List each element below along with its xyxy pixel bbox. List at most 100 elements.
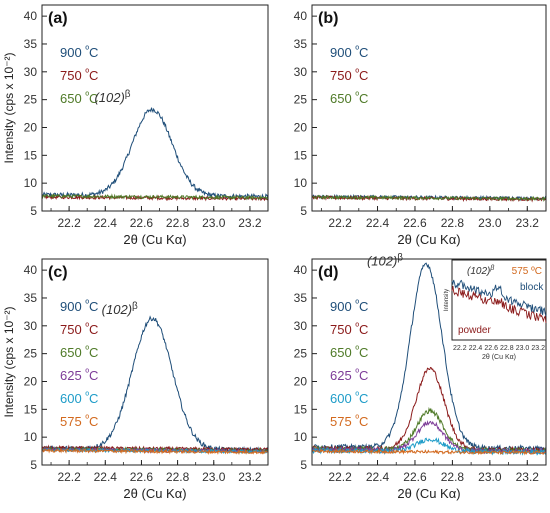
x-axis-label: 2θ (Cu Kα) bbox=[123, 232, 186, 247]
inset-series-powder bbox=[451, 286, 547, 324]
y-tick-label: 25 bbox=[24, 93, 38, 107]
x-tick-label: 22.6 bbox=[130, 470, 154, 484]
x-tick-label: 22.2 bbox=[57, 470, 81, 484]
y-tick-label: 30 bbox=[294, 65, 308, 79]
x-tick-label: 23.0 bbox=[202, 216, 226, 230]
legend-entry-750: 750 ºC bbox=[330, 322, 368, 337]
x-tick-label: 23.0 bbox=[202, 470, 226, 484]
y-tick-label: 30 bbox=[24, 65, 38, 79]
y-axis-label: Intensity (cps x 10⁻²) bbox=[2, 52, 16, 163]
legend-entry-650: 650 ºC bbox=[330, 91, 368, 106]
x-tick-label: 23.2 bbox=[238, 216, 262, 230]
inset-x-tick-label: 22.4 bbox=[469, 345, 483, 352]
x-tick-label: 23.0 bbox=[478, 216, 502, 230]
y-tick-label: 20 bbox=[294, 374, 308, 388]
legend-entry-575: 575 ºC bbox=[330, 414, 368, 429]
plot-frame bbox=[311, 4, 547, 212]
plot-frame bbox=[311, 258, 547, 466]
panel-label: (d) bbox=[318, 264, 338, 281]
y-tick-label: 35 bbox=[294, 37, 308, 51]
legend-entry-900: 900 ºC bbox=[330, 299, 368, 314]
series-line-575 bbox=[41, 447, 269, 456]
legend-entry-600: 600 ºC bbox=[60, 391, 98, 406]
y-tick-label: 15 bbox=[24, 148, 38, 162]
x-axis-label: 2θ (Cu Kα) bbox=[397, 486, 460, 501]
inset-chart: 22.2 22.4 22.6 22.8 23.0 23.2 2θ (Cu Kα) Intens… bbox=[444, 259, 547, 361]
legend-entry-650: 650 ºC bbox=[60, 91, 98, 106]
y-tick-label: 10 bbox=[24, 430, 38, 444]
legend-entry-650: 650 ºC bbox=[60, 345, 98, 360]
x-tick-label: 22.2 bbox=[328, 216, 352, 230]
y-tick-label: 10 bbox=[294, 430, 308, 444]
y-tick-label: 20 bbox=[24, 120, 38, 134]
x-tick-label: 22.4 bbox=[94, 470, 118, 484]
panel-label: (a) bbox=[48, 10, 68, 27]
x-tick-label: 23.2 bbox=[516, 216, 540, 230]
legend-entry-650: 650 ºC bbox=[330, 345, 368, 360]
inset-x-tick-label: 22.8 bbox=[500, 345, 514, 352]
y-tick-label: 15 bbox=[24, 402, 38, 416]
x-tick-label: 23.2 bbox=[238, 470, 262, 484]
series-line-750 bbox=[41, 194, 269, 202]
y-tick-label: 20 bbox=[24, 374, 38, 388]
legend-entry-600: 600 ºC bbox=[330, 391, 368, 406]
inset-x-tick-label: 22.6 bbox=[484, 345, 498, 352]
inset-temp-label: 575 ºC bbox=[512, 266, 542, 277]
legend-entry-750: 750 ºC bbox=[330, 68, 368, 83]
inset-peak-label: (102)β bbox=[467, 265, 494, 277]
y-tick-label: 5 bbox=[300, 458, 307, 472]
y-tick-label: 40 bbox=[294, 263, 308, 277]
y-tick-label: 40 bbox=[24, 263, 38, 277]
plot-frame bbox=[41, 4, 269, 212]
panel-label: (b) bbox=[318, 10, 338, 27]
y-tick-label: 30 bbox=[24, 319, 38, 333]
series-line-650 bbox=[41, 193, 269, 201]
panel-b: 22.2 22.4 22.6 22.8 23.0 23.2 5 10 15 20 25 30 35 40 2… bbox=[294, 4, 547, 247]
x-tick-label: 22.6 bbox=[130, 216, 154, 230]
legend-entry-575: 575 ºC bbox=[60, 414, 98, 429]
y-tick-label: 10 bbox=[294, 176, 308, 190]
legend-entry-625: 625 ºC bbox=[330, 368, 368, 383]
legend-entry-900: 900 ºC bbox=[60, 299, 98, 314]
y-tick-label: 5 bbox=[30, 458, 37, 472]
inset-x-tick-label: 23.0 bbox=[516, 345, 530, 352]
y-tick-label: 25 bbox=[24, 347, 38, 361]
inset-x-tick-label: 23.2 bbox=[531, 345, 545, 352]
x-axis-label: 2θ (Cu Kα) bbox=[123, 486, 186, 501]
peak-label: (102)β bbox=[94, 89, 130, 105]
inset-x-axis-label: 2θ (Cu Kα) bbox=[482, 354, 516, 361]
x-tick-label: 22.6 bbox=[403, 470, 427, 484]
x-tick-label: 22.8 bbox=[441, 216, 465, 230]
y-axis-label: Intensity (cps x 10⁻²) bbox=[2, 306, 16, 417]
panel-label: (c) bbox=[48, 264, 68, 281]
series-line-900 bbox=[41, 107, 269, 201]
y-tick-label: 25 bbox=[294, 347, 308, 361]
x-tick-label: 22.2 bbox=[57, 216, 81, 230]
y-tick-label: 15 bbox=[294, 148, 308, 162]
y-tick-label: 5 bbox=[300, 204, 307, 218]
y-tick-label: 25 bbox=[294, 93, 308, 107]
series-line-650 bbox=[312, 194, 547, 203]
x-tick-label: 22.8 bbox=[166, 470, 190, 484]
x-tick-label: 22.4 bbox=[94, 216, 118, 230]
panel-c: 22.2 22.4 22.6 22.8 23.0 23.2 5 10 15 20 25 30 35 40 2… bbox=[2, 258, 269, 501]
plot-frame bbox=[41, 258, 269, 466]
x-tick-label: 22.4 bbox=[366, 470, 390, 484]
peak-label: (102)β bbox=[102, 301, 138, 317]
y-tick-label: 40 bbox=[24, 9, 38, 23]
x-tick-label: 22.2 bbox=[328, 470, 352, 484]
series-line-600 bbox=[41, 447, 269, 455]
y-tick-label: 35 bbox=[24, 37, 38, 51]
inset-series-block bbox=[451, 279, 547, 317]
inset-label-block: block bbox=[520, 282, 544, 293]
series-line-900 bbox=[41, 315, 269, 454]
inset-x-tick-label: 22.2 bbox=[453, 345, 467, 352]
x-tick-label: 23.0 bbox=[478, 470, 502, 484]
y-tick-label: 20 bbox=[294, 120, 308, 134]
peak-label: (102)β bbox=[367, 253, 403, 269]
x-tick-label: 22.4 bbox=[366, 216, 390, 230]
inset-y-axis-label: Intensity bbox=[444, 289, 450, 311]
y-tick-label: 30 bbox=[294, 319, 308, 333]
y-tick-label: 40 bbox=[294, 9, 308, 23]
